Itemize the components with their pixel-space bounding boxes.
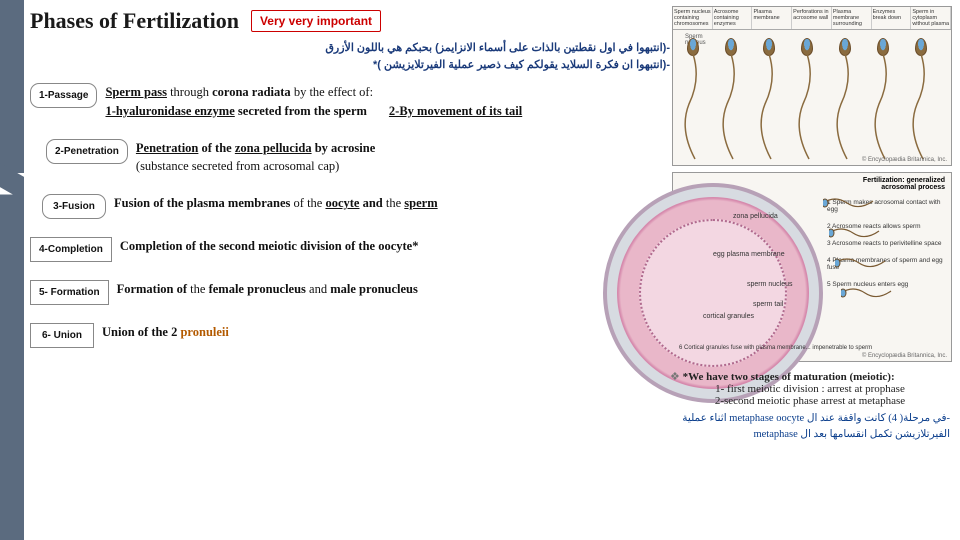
maturation-note: ❖ ❖ *We have two stages of maturation (m… [670, 370, 950, 443]
fig2-inner-label: zona pellucida [733, 213, 778, 220]
fig2-inner-label: cortical granules [703, 313, 754, 320]
arabic-notes: -(انتبهوا في اول نقطتين بالذات على أسماء… [30, 40, 670, 73]
fig1-header-cell: Sperm nucleus containing chromosomes [673, 7, 713, 29]
sperm-tail-icon [683, 54, 703, 164]
fig1-header-cell: Perforations in acrosome wall [792, 7, 832, 29]
phase-row: 4-Completion Completion of the second mei… [30, 237, 670, 262]
phase-label: 5- Formation [30, 280, 109, 305]
figure-acrosomal-process: Fertilization: generalized acrosomal pro… [672, 172, 952, 362]
fig2-inner-label: sperm tail [753, 301, 783, 308]
phase-label: 3-Fusion [42, 194, 106, 219]
fig1-header-cell: Plasma membrane surrounding [832, 7, 872, 29]
note-l1: 1- first meiotic division : arrest at pr… [670, 383, 950, 395]
fig1-header-cell: Acrosome containing enzymes [713, 7, 753, 29]
fig1-header-cell: Enzymes break down [872, 7, 912, 29]
fig1-header-cell: Sperm in cytoplasm without plasma [911, 7, 951, 29]
note-arabic: -في مرحلة( 4) كانت واقفة عند ال metaphas… [670, 411, 950, 443]
fig2-credit: © Encyclopædia Britannica, Inc. [862, 353, 947, 359]
phase-row: 6- Union Union of the 2 pronuleii [30, 323, 670, 348]
fig2-inner-label: sperm nucleus [747, 281, 793, 288]
phase-label: 2-Penetration [46, 139, 128, 164]
sperm-tail-icon [721, 54, 741, 164]
fig2-sperm-icon [835, 253, 895, 273]
arabic-line-1: -(انتبهوا في اول نقطتين بالذات على أسماء… [30, 40, 670, 57]
figures-column: Sperm nucleus containing chromosomesAcro… [672, 6, 952, 362]
fig2-sperm-icon [841, 283, 901, 303]
phase-row: 3-Fusion Fusion of the plasma membranes o… [42, 194, 670, 219]
fig2-inner-label: egg plasma membrane [713, 251, 785, 258]
phase-text: Penetration of the zona pellucida by acr… [136, 139, 375, 177]
fig2-sperm-icon [829, 223, 889, 243]
fig1-body: Sperm nucleus [673, 30, 951, 170]
main-content: Phases of Fertilization Very very import… [30, 8, 670, 366]
phases-list: 1-Passage Sperm pass through corona radia… [30, 83, 670, 348]
phase-row: 1-Passage Sperm pass through corona radia… [30, 83, 670, 121]
note-l2: 2-second meiotic phase arrest at metapha… [670, 395, 950, 407]
figure-sperm-stages: Sperm nucleus containing chromosomesAcro… [672, 6, 952, 166]
title-row: Phases of Fertilization Very very import… [30, 8, 670, 34]
sperm-tail-icon [873, 54, 893, 164]
fig1-credit: © Encyclopædia Britannica, Inc. [862, 157, 947, 163]
phase-text: Fusion of the plasma membranes of the oo… [114, 194, 438, 213]
phase-label: 4-Completion [30, 237, 112, 262]
sperm-tail-icon [797, 54, 817, 164]
phase-text: Sperm pass through corona radiata by the… [105, 83, 522, 121]
phase-row: 2-Penetration Penetration of the zona pel… [46, 139, 670, 177]
page-title: Phases of Fertilization [30, 8, 239, 34]
fig2-sperm-icon [823, 193, 883, 213]
fig2-label-6: 6 Cortical granules fuse with plasma mem… [679, 345, 939, 351]
sperm-tail-icon [759, 54, 779, 164]
phase-text: Union of the 2 pronuleii [102, 323, 229, 342]
note-lead: ❖ ❖ *We have two stages of maturation (m… [670, 370, 950, 383]
left-accent-band [0, 0, 24, 540]
importance-tag: Very very important [251, 10, 381, 32]
sperm-tail-icon [911, 54, 931, 164]
phase-row: 5- Formation Formation of the female pron… [30, 280, 670, 305]
phase-text: Completion of the second meiotic divisio… [120, 237, 419, 256]
phase-text: Formation of the female pronucleus and m… [117, 280, 418, 299]
fig1-headers: Sperm nucleus containing chromosomesAcro… [673, 7, 951, 30]
fig1-header-cell: Plasma membrane [752, 7, 792, 29]
phase-label: 1-Passage [30, 83, 97, 108]
sperm-tail-icon [835, 54, 855, 164]
phase-label: 6- Union [30, 323, 94, 348]
arabic-line-2: -(انتبهوا ان فكرة السلايد يقولكم كيف ذصي… [30, 57, 670, 74]
diamond-icon: ❖ [670, 371, 680, 383]
fig2-title: Fertilization: generalized acrosomal pro… [835, 177, 945, 191]
